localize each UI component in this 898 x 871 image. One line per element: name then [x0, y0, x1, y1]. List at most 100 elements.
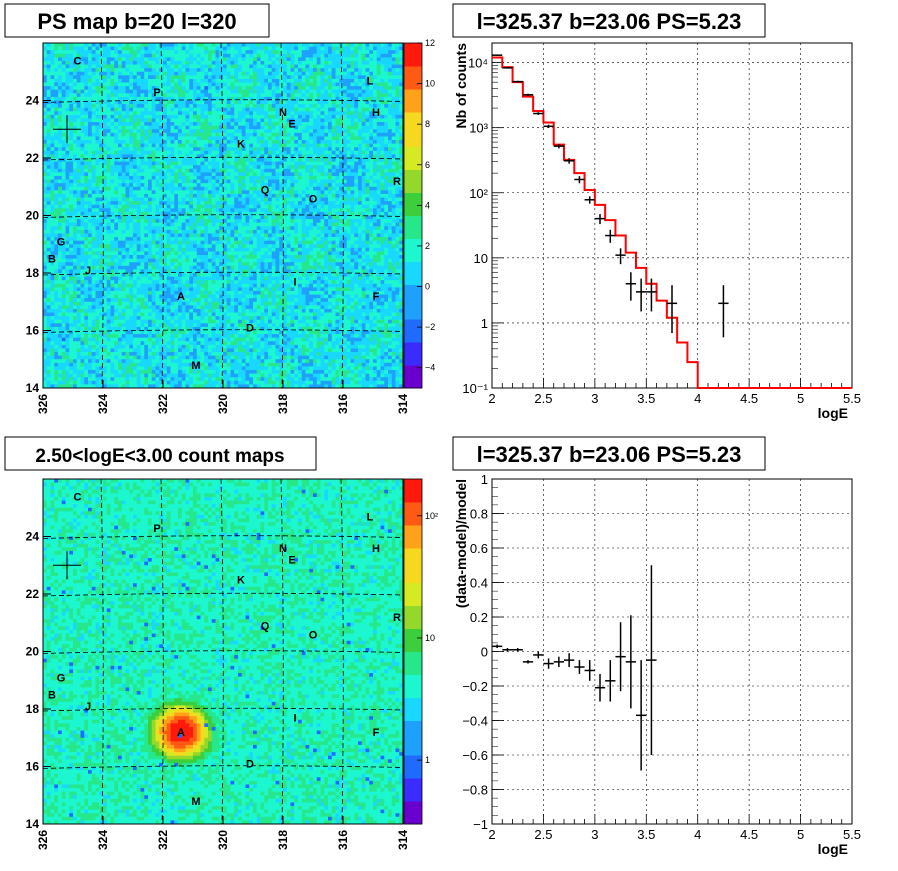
spectrum-title: l=325.37 b=23.06 PS=5.23 [477, 9, 742, 34]
ps-map-plot[interactable]: 326 324 322 320 318 316 314 14 16 18 20 22 24 C P L N H E K… [26, 42, 410, 414]
spectrum-xlabel: logE [818, 405, 848, 421]
count-map-title: 2.50<logE<3.00 count maps [35, 446, 284, 467]
count-ytick-label: 20 [26, 645, 40, 659]
residual-data-point [512, 648, 523, 652]
source-label-a: A [177, 727, 185, 739]
spectrum-data-point [636, 278, 647, 312]
residual-ytick-label: −0.8 [462, 783, 488, 798]
count-grid-lon-320 [220, 478, 224, 825]
source-label-c: C [74, 491, 82, 503]
ps-marker-cross [53, 115, 81, 144]
spectrum-data-point [615, 248, 626, 265]
ps-xtick-label: 322 [156, 394, 170, 414]
source-label-r: R [393, 612, 401, 624]
source-label-r: R [393, 176, 401, 188]
residual-ytick-label: 0.8 [470, 507, 488, 522]
ps-colorbar-label: −2 [425, 322, 435, 332]
ps-grid-lon-320 [220, 42, 224, 389]
source-label-l: L [367, 75, 374, 87]
source-label-n: N [279, 107, 287, 119]
source-label-f: F [373, 291, 380, 303]
source-label-b: B [48, 690, 56, 702]
ps-grid-lon-324 [100, 42, 104, 389]
residual-data-point [564, 653, 575, 668]
residual-ylabel: (data-model)/model [453, 479, 469, 608]
count-xtick-label: 324 [96, 830, 110, 850]
source-label-c: C [74, 55, 82, 67]
source-label-m: M [191, 796, 200, 808]
source-label-j: J [85, 265, 91, 277]
spectrum-ytick-label: 10² [469, 186, 488, 201]
count-xtick-label: 320 [216, 830, 230, 850]
spectrum-xtick-label: 5.5 [843, 391, 861, 406]
residual-ytick-label: −0.2 [462, 679, 488, 694]
ps-xtick-label: 316 [336, 394, 350, 414]
spectrum-data-point [584, 196, 595, 204]
ps-ytick-label: 18 [26, 266, 40, 280]
residual-xtick-label: 4.5 [740, 827, 758, 842]
residual-xtick-label: 5 [797, 827, 804, 842]
spectrum-ytick-label: 10³ [469, 121, 488, 136]
count-colorbar-frame [403, 478, 423, 825]
residual-data-point [553, 656, 564, 668]
spectrum-ytick-label: 10 [474, 251, 488, 266]
count-grid-lon-318 [280, 478, 284, 825]
source-label-a: A [177, 291, 185, 303]
spectrum-ytick-label: 1 [481, 316, 488, 331]
ps-map-title: PS map b=20 l=320 [37, 9, 236, 34]
ps-xtick-label: 314 [396, 394, 410, 414]
ps-map-colorbar: −4 −2 0 2 4 6 8 10 12 [403, 38, 435, 389]
ps-xtick-label: 320 [216, 394, 230, 414]
count-colorbar-label: 1 [425, 755, 430, 765]
ps-grid-lat-24 [42, 99, 404, 103]
ps-ytick-label: 16 [26, 324, 40, 338]
spectrum-ytick-label: 10⁴ [468, 56, 488, 71]
residual-data-point [605, 660, 616, 702]
residual-data-point [522, 660, 534, 664]
ps-xtick-label: 326 [36, 394, 50, 414]
residual-xtick-label: 2.5 [534, 827, 552, 842]
residual-data-point [625, 615, 636, 709]
spectrum-data-point [522, 93, 534, 96]
spectrum-xtick-label: 2 [488, 391, 495, 406]
count-xtick-label: 322 [156, 830, 170, 850]
count-grid-lon-324 [100, 478, 104, 825]
count-grid-lat-22 [42, 592, 404, 597]
ps-grid-lon-318 [280, 42, 284, 389]
ps-map-panel: PS map b=20 l=320 326 324 322 320 318 316 314 1… [4, 3, 435, 414]
source-label-i: I [293, 277, 296, 289]
spectrum-xtick-label: 2.5 [534, 391, 552, 406]
source-label-l: L [367, 511, 374, 523]
residual-data-point [584, 660, 595, 681]
source-label-q: Q [261, 185, 270, 197]
count-marker-cross [53, 551, 81, 580]
ps-grid-lat-22 [42, 156, 404, 161]
source-label-e: E [288, 119, 295, 131]
residual-data-point [594, 673, 606, 702]
count-map-plot[interactable]: 326 324 322 320 318 316 314 14 16 18 20 22 24 C P L N H E K… [26, 478, 410, 850]
source-label-j: J [85, 701, 91, 713]
spectrum-ytick-label: 10⁻¹ [462, 381, 488, 396]
residual-data-point [646, 565, 657, 755]
spectrum-data-point [564, 158, 575, 164]
spectrum-data-point [543, 124, 554, 128]
count-grid-lat-16 [42, 765, 404, 769]
spectrum-xtick-label: 3 [591, 391, 598, 406]
residual-panel: l=325.37 b=23.06 PS=5.23 2 2.5 3 3.5 4 4.5 5 5.… [452, 436, 861, 857]
spectrum-data-point [625, 272, 636, 301]
count-ytick-label: 24 [26, 530, 40, 544]
residual-ytick-label: 0.4 [470, 576, 488, 591]
count-xtick-label: 316 [336, 830, 350, 850]
ps-colorbar-frame [403, 42, 423, 389]
spectrum-xtick-label: 3.5 [637, 391, 655, 406]
count-map-panel: 2.50<logE<3.00 count maps 326 324 322 320 31… [4, 436, 438, 850]
ps-colorbar-label: 10 [425, 79, 435, 89]
source-label-g: G [57, 236, 66, 248]
source-label-p: P [153, 523, 160, 535]
source-label-o: O [309, 629, 318, 641]
source-label-h: H [372, 543, 380, 555]
count-ytick-label: 16 [26, 760, 40, 774]
